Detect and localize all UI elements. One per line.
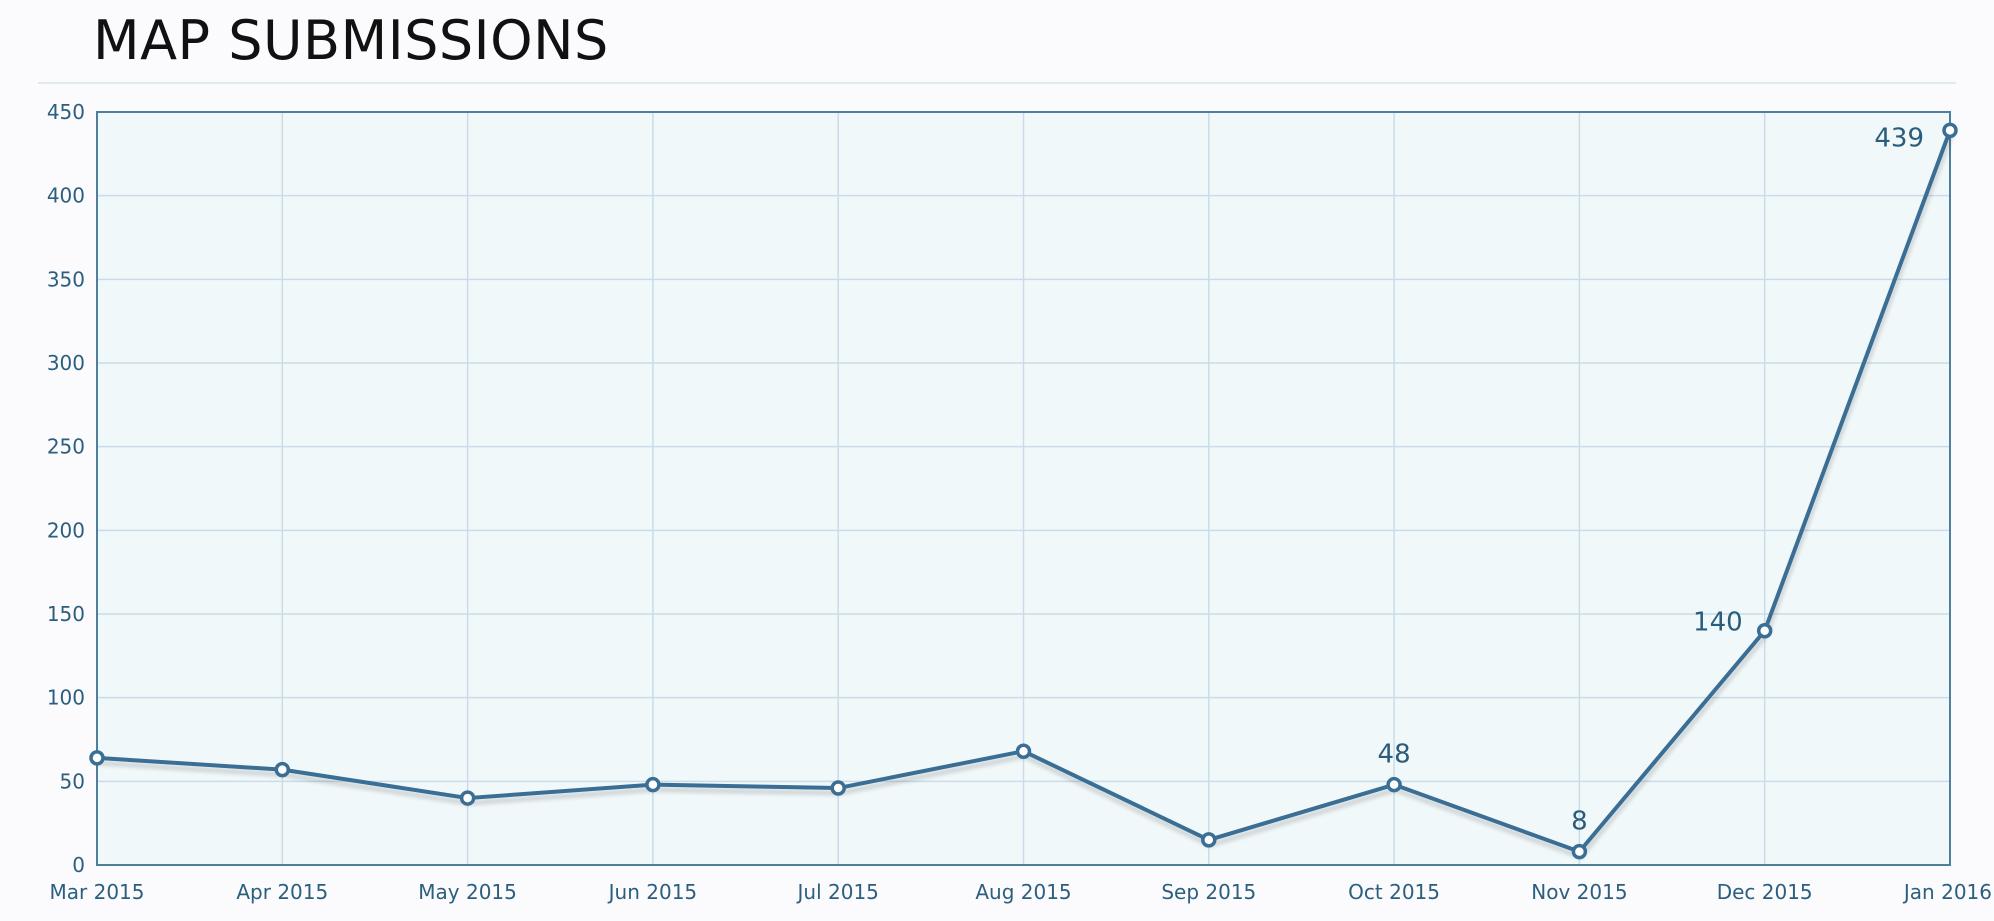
data-point	[274, 761, 291, 778]
y-tick-label: 50	[60, 769, 85, 793]
data-point	[830, 780, 846, 796]
data-label: 48	[1378, 740, 1411, 770]
y-tick-label: 250	[47, 435, 85, 459]
data-point	[1756, 622, 1773, 639]
x-tick-label: Dec 2015	[1717, 880, 1813, 904]
y-tick-label: 350	[47, 267, 85, 291]
x-tick-label: Jul 2015	[796, 880, 879, 904]
data-label: 439	[1874, 123, 1924, 153]
x-axis-tick-labels: Mar 2015 Apr 2015 May 2015 Jun 2015 Jul 2015…	[50, 880, 1993, 904]
data-point	[1201, 832, 1217, 848]
data-label: 8	[1571, 807, 1588, 837]
x-tick-label: Jan 2016	[1902, 880, 1992, 904]
series-markers	[89, 122, 1958, 860]
y-tick-label: 100	[47, 686, 85, 710]
x-tick-label: Apr 2015	[236, 880, 328, 904]
data-point	[1942, 122, 1958, 139]
y-tick-label: 450	[47, 100, 85, 124]
page-title: MAP SUBMISSIONS	[93, 9, 609, 72]
x-tick-label: Mar 2015	[50, 880, 145, 904]
y-tick-label: 400	[47, 184, 85, 208]
y-tick-label: 150	[47, 602, 85, 626]
data-point	[89, 750, 105, 766]
y-tick-label: 0	[72, 853, 85, 877]
data-point	[1386, 776, 1402, 793]
y-axis-tick-labels: 0 50 100 150 200 250 300 350 400 450	[47, 100, 85, 877]
data-labels: 48 8 140 439	[1378, 123, 1924, 836]
x-tick-label: Nov 2015	[1531, 880, 1627, 904]
data-point	[1571, 843, 1588, 860]
plot-border	[96, 111, 1951, 866]
y-tick-label: 200	[47, 518, 85, 542]
data-point	[459, 790, 476, 806]
x-tick-label: Oct 2015	[1348, 880, 1440, 904]
data-point	[1015, 743, 1032, 759]
x-tick-label: May 2015	[418, 880, 517, 904]
x-tick-label: Sep 2015	[1161, 880, 1256, 904]
data-label: 140	[1693, 608, 1743, 638]
x-tick-label: Aug 2015	[975, 880, 1071, 904]
y-tick-label: 300	[47, 351, 85, 375]
data-point	[645, 776, 661, 793]
title-divider	[38, 82, 1956, 84]
x-tick-label: Jun 2015	[607, 880, 698, 904]
